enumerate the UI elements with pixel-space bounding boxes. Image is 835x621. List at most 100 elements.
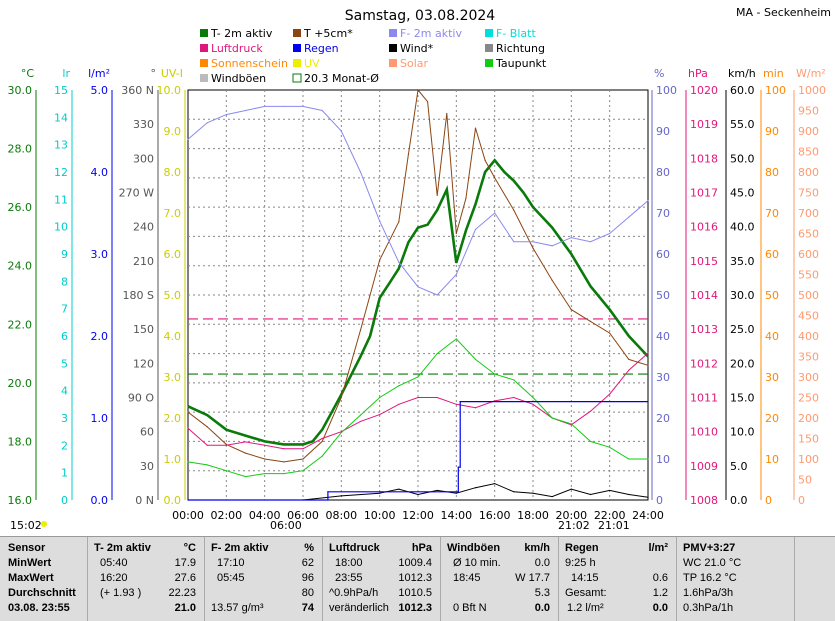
series-point-0 xyxy=(302,443,304,445)
series-point-4 xyxy=(225,470,227,472)
series-point-1 xyxy=(426,101,429,103)
axis-tick-label: 1016 xyxy=(690,221,718,234)
temp-header: T- 2m aktiv xyxy=(94,542,151,554)
series-point-3 xyxy=(359,420,362,423)
x-axis: 00:00 02:00 04:00 06:00 08:00 10:00 12:00 14:00… xyxy=(172,509,664,522)
legend-swatch xyxy=(485,44,493,52)
series-point-0 xyxy=(398,268,400,270)
axis-tick-label: 20 xyxy=(765,412,779,425)
legend-label: Richtung xyxy=(496,42,545,55)
row-max-label: MaxWert xyxy=(8,572,54,584)
series-point-0 xyxy=(589,285,592,287)
press-unit: hPa xyxy=(411,542,432,554)
legend-label: F- 2m aktiv xyxy=(400,27,462,40)
axis-tick-label: 50 xyxy=(765,289,779,302)
weather-chart: Samstag, 03.08.2024 MA - Seckenheim T- 2… xyxy=(8,6,832,532)
series-point-1 xyxy=(321,440,323,443)
temp-avg-value: 22.23 xyxy=(168,587,196,599)
axis-tick-label: 30.0 xyxy=(8,84,33,97)
axis-tick-label: 400 xyxy=(798,330,819,343)
axis-tick-label: 2.0 xyxy=(164,412,182,425)
axis-tick-label: 28.0 xyxy=(8,143,33,156)
series-point-0 xyxy=(283,443,285,445)
axis-tick-label: 0 xyxy=(61,494,68,507)
axis-tick-label: 850 xyxy=(798,146,819,159)
series-point-1 xyxy=(244,452,247,454)
axis-press: hPa 1020 1019 1018 1017 1016 1015 1014 1013 1012 1… xyxy=(685,67,718,507)
row-avg-label: Durchschnitt xyxy=(8,587,76,599)
pmv-trend3h: 1.6hPa/3h xyxy=(683,587,734,599)
axis-tick-label: 1009 xyxy=(690,460,718,473)
x-tick-label: 10:00 xyxy=(364,509,396,522)
series-point-1 xyxy=(225,443,227,445)
series-point-3 xyxy=(455,403,457,405)
series-point-3 xyxy=(436,396,438,399)
series-point-0 xyxy=(225,429,227,431)
axis-tick-label: 0 xyxy=(765,494,772,507)
legend-swatch xyxy=(200,29,208,37)
x-tick-label: 24:00 xyxy=(632,509,664,522)
series-point-2 xyxy=(321,109,323,112)
series-point-0 xyxy=(446,188,448,191)
temp-max-value: 27.6 xyxy=(174,572,196,584)
series-point-1 xyxy=(589,320,592,322)
axis-unit: lr xyxy=(62,67,70,80)
series-point-4 xyxy=(436,352,438,355)
series-point-6 xyxy=(459,401,461,403)
col-pressure: Luftdruck hPa 18:00 1009.4 23:55 1012.3 ^0.… xyxy=(323,537,441,621)
series-point-3 xyxy=(321,437,323,440)
series-point-2 xyxy=(359,171,362,173)
axis-wind: km/h 60.0 55.0 50.0 45.0 40.0 35.0 30.0 25.0 20.0… xyxy=(725,67,756,507)
axis-tick-label: 240 xyxy=(133,221,154,234)
col-pmv: PMV+3:27 WC 21.0 °C TP 16.2 °C 1.6hPa/3h… xyxy=(677,537,795,621)
rain-now-value: 0.0 xyxy=(652,602,668,614)
axis-unit: hPa xyxy=(688,67,708,80)
series-point-1 xyxy=(302,458,304,460)
axis-tick-label: 210 xyxy=(133,255,154,268)
axis-tick-label: 7.0 xyxy=(164,207,182,220)
series-point-4 xyxy=(206,464,208,466)
series-point-0 xyxy=(417,227,419,229)
series-point-2 xyxy=(455,273,457,276)
axis-unit: UV-I xyxy=(161,67,183,80)
series-point-6 xyxy=(457,491,459,493)
temp-min-time: 05:40 xyxy=(100,557,128,569)
axis-tick-label: 60 xyxy=(765,248,779,261)
col-rain: Regen l/m² 9:25 h 14:15 0.6 Gesamt: 1.2 1.2… xyxy=(559,537,677,621)
axis-unit: min xyxy=(763,67,784,80)
series-point-4 xyxy=(551,417,553,419)
axis-tick-label: 3.0 xyxy=(164,371,182,384)
x-tick-label: 02:00 xyxy=(210,509,242,522)
hum-now-value: 74 xyxy=(301,602,314,614)
x-tick-label: 12:00 xyxy=(402,509,434,522)
series-point-0 xyxy=(244,434,247,437)
x-tick-label: 00:00 xyxy=(172,509,204,522)
series-point-5 xyxy=(436,489,438,492)
legend-label: T +5cm* xyxy=(303,27,353,40)
axis-tick-label: 100 xyxy=(765,84,786,97)
axis-tick-label: 13 xyxy=(54,139,68,152)
series-point-0 xyxy=(522,191,525,194)
axis-tick-label: 8.0 xyxy=(164,166,182,179)
axis-tick-label: 1015 xyxy=(690,255,718,268)
legend-swatch xyxy=(485,29,493,37)
axis-tick-label: 300 xyxy=(133,152,154,165)
series-point-3 xyxy=(513,396,515,399)
axis-tick-label: 12 xyxy=(54,166,68,179)
series-point-2 xyxy=(264,105,266,107)
series-point-1 xyxy=(532,247,534,249)
series-point-2 xyxy=(609,232,611,235)
axis-tick-label: 5.0 xyxy=(164,289,182,302)
series-point-3 xyxy=(474,407,477,409)
x-tick-label: 20:00 xyxy=(555,509,587,522)
axis-tick-label: 270 W xyxy=(119,187,154,200)
series-line-5 xyxy=(188,483,649,501)
series-point-1 xyxy=(264,458,266,460)
legend-swatch xyxy=(389,29,397,37)
series-point-3 xyxy=(379,413,381,416)
series-point-3 xyxy=(244,441,247,443)
series-point-4 xyxy=(321,455,323,457)
series-point-0 xyxy=(426,224,429,226)
axis-tick-label: 1.0 xyxy=(91,412,109,425)
